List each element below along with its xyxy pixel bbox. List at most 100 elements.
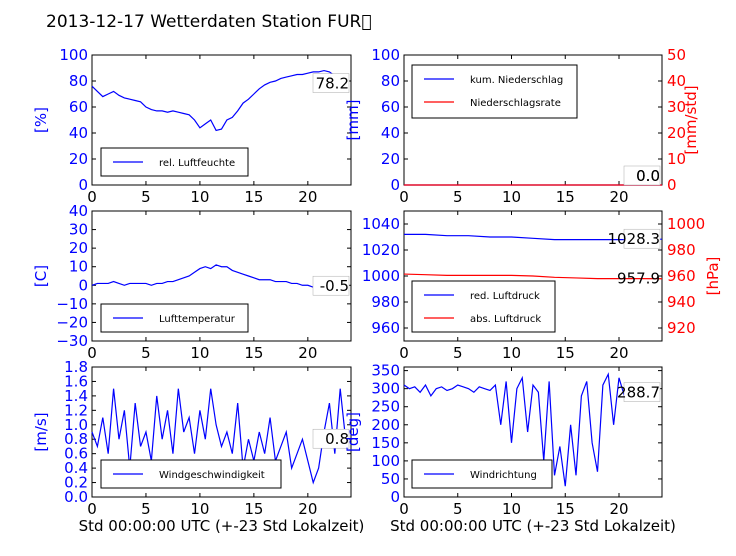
last-value-label-2: 957.9: [617, 270, 660, 288]
x-tick-label: 15: [556, 500, 575, 518]
series-line: [403, 273, 663, 280]
y-tick-label: 20: [381, 150, 400, 168]
legend-entry: kum. Niederschlag: [470, 75, 563, 86]
y-tick-label: 1.2: [64, 401, 88, 419]
y-tick-label: 100: [371, 46, 400, 64]
value-box: [312, 428, 350, 449]
x-tick-label: 20: [609, 188, 628, 206]
y-tick-label: 1.6: [64, 372, 88, 390]
y-tick-label: 0: [78, 176, 88, 194]
series-line: [91, 388, 347, 485]
legend-box: [411, 280, 556, 333]
x-axis-label: Std 00:00:00 UTC (+-23 Std Lokalzeit): [79, 517, 365, 535]
x-tick-label: 20: [609, 344, 628, 362]
y-tick-label: 80: [69, 72, 88, 90]
x-tick-label: 5: [453, 188, 463, 206]
y-tick-label: 60: [69, 98, 88, 116]
last-value-label: 78.2: [316, 75, 349, 93]
y2-tick-label: 920: [667, 319, 696, 337]
y-tick-label: 1020: [362, 241, 400, 259]
x-tick-label: 20: [298, 344, 317, 362]
y2-axis-label: [hPa]: [704, 257, 722, 296]
x-tick-label: 15: [244, 500, 263, 518]
panel-wind-speed: 0 5 10 15 200.00.20.40.60.81.01.21.41.61.8[m…: [32, 358, 364, 535]
x-tick-label: 10: [502, 188, 521, 206]
y-tick-label: 40: [381, 124, 400, 142]
y-axis-label: [%]: [32, 107, 50, 133]
y-tick-label: 20: [69, 150, 88, 168]
y2-tick-label: 1000: [667, 215, 705, 233]
figure-title: 2013-12-17 Wetterdaten Station FUR : [46, 12, 372, 32]
x-tick-label: 10: [190, 500, 209, 518]
y2-tick-label: 960: [667, 267, 696, 285]
y2-tick-label: 0: [667, 176, 677, 194]
y-tick-label: 40: [69, 124, 88, 142]
x-tick-label: 15: [244, 344, 263, 362]
legend-box: [411, 64, 578, 119]
y-tick-label: −10: [56, 295, 88, 313]
y-tick-label: 200: [371, 416, 400, 434]
series-line: [403, 372, 657, 487]
x-tick-label: 5: [453, 500, 463, 518]
y-tick-label: 20: [69, 239, 88, 257]
y-tick-label: 250: [371, 398, 400, 416]
legend-entry: Windrichtung: [470, 470, 537, 481]
x-tick-label: 5: [141, 500, 151, 518]
x-tick-label: 5: [141, 188, 151, 206]
y-tick-label: 80: [381, 72, 400, 90]
y-tick-label: 300: [371, 380, 400, 398]
x-tick-label: 10: [502, 344, 521, 362]
y-tick-label: 0.0: [64, 488, 88, 506]
y-tick-label: 0: [78, 276, 88, 294]
x-tick-label: 10: [502, 500, 521, 518]
x-tick-label: 0: [87, 500, 97, 518]
legend-entry: red. Luftdruck: [470, 291, 540, 302]
x-tick-label: 20: [298, 188, 317, 206]
x-tick-label: 0: [87, 188, 97, 206]
y2-axis-label: [mm/std]: [682, 85, 700, 154]
y-tick-label: 40: [69, 202, 88, 220]
value-box: [312, 275, 350, 296]
x-tick-label: 0: [399, 188, 409, 206]
x-axis-label: Std 00:00:00 UTC (+-23 Std Lokalzeit): [390, 517, 676, 535]
x-tick-label: 15: [556, 188, 575, 206]
panel-pressure: 0 5 10 15 20 960 980 1000 1020 1040 920 940 960 980 10…: [362, 210, 722, 362]
series-line: [404, 233, 663, 241]
y-tick-label: 980: [371, 293, 400, 311]
series-line: [91, 69, 346, 132]
y-tick-label: 960: [371, 319, 400, 337]
y-tick-label: 150: [371, 434, 400, 452]
x-tick-label: 5: [453, 344, 463, 362]
series-line: [91, 264, 346, 288]
panel-precipitation: 0 5 10 15 20 0 20 40 60 80 100 0 10 20 30 40 50 [mm] [mm/s…: [344, 46, 700, 206]
legend-entry: Windgeschwindigkeit: [159, 470, 265, 481]
x-tick-label: 0: [399, 344, 409, 362]
value-box: [312, 73, 350, 93]
x-tick-label: 10: [190, 188, 209, 206]
last-value-label: 0.8: [325, 430, 349, 448]
x-tick-label: 20: [298, 500, 317, 518]
y-tick-label: 1.4: [64, 387, 88, 405]
y-tick-label: 60: [381, 98, 400, 116]
y-tick-label: 1000: [362, 267, 400, 285]
y-tick-label: 1040: [362, 215, 400, 233]
x-tick-label: 0: [399, 500, 409, 518]
last-value-label-2: 0.0: [636, 167, 660, 185]
y2-tick-label: 30: [667, 98, 686, 116]
y-tick-label: 1.0: [64, 416, 88, 434]
panel-humidity: 0 5 10 15 20 0 20 40 60 80 100 [%] 78.2 rel. Luftfeuc…: [32, 46, 352, 206]
y-tick-label: 0: [390, 488, 400, 506]
last-value-label: 1028.3: [608, 230, 661, 248]
y-tick-label: 50: [381, 470, 400, 488]
y-axis-label: [m/s]: [32, 412, 50, 451]
x-tick-label: 5: [141, 344, 151, 362]
y-tick-label: 0.2: [64, 474, 88, 492]
y2-tick-label: 980: [667, 241, 696, 259]
y2-tick-label: 10: [667, 150, 686, 168]
y-tick-label: 0.8: [64, 430, 88, 448]
legend-entry: Niederschlagsrate: [470, 98, 561, 109]
last-value-label: 288.7: [617, 384, 660, 402]
y2-tick-label: 50: [667, 46, 686, 64]
y-tick-label: 30: [69, 221, 88, 239]
